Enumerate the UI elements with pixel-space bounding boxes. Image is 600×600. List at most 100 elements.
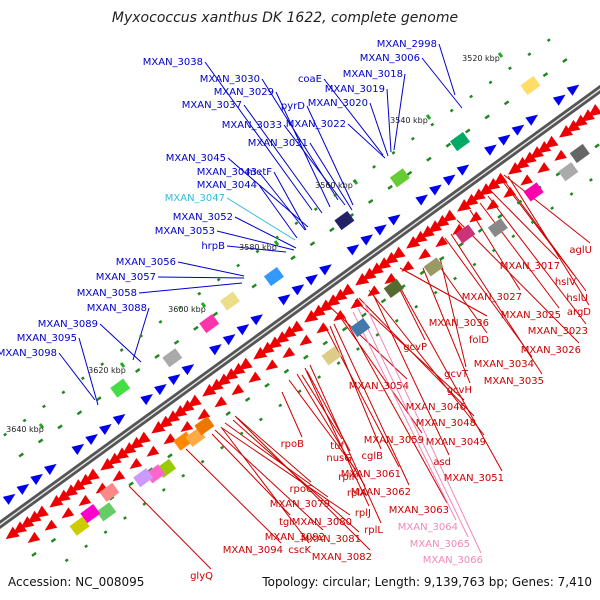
reverse-gene <box>311 304 326 318</box>
reverse-gene <box>413 230 428 244</box>
gc-mark <box>372 165 376 169</box>
gc-mark <box>546 38 551 43</box>
gc-mark <box>128 481 134 487</box>
reverse-gene <box>5 526 20 540</box>
feature-block <box>455 224 476 244</box>
forward-gene <box>236 324 250 336</box>
forward-gene-label: coaE <box>298 74 322 85</box>
reverse-gene <box>146 445 160 457</box>
reverse-gene-label: MXAN_3061 <box>341 469 401 480</box>
reverse-gene-label: rplA <box>347 488 367 499</box>
reverse-gene <box>129 457 143 470</box>
forward-gene-label: MXAN_3053 <box>155 226 215 237</box>
label-connector <box>204 61 313 211</box>
gc-mark <box>477 227 484 233</box>
reverse-gene <box>522 151 537 165</box>
gc-mark <box>200 459 205 464</box>
reverse-gene <box>129 436 144 450</box>
reverse-gene-label: MXAN_3094 <box>223 545 283 556</box>
reverse-gene-label: hslU <box>566 293 588 304</box>
reverse-gene-label: MXAN_3017 <box>500 261 560 272</box>
label-connector <box>507 175 590 306</box>
gc-mark <box>322 340 329 346</box>
reverse-gene <box>275 331 290 344</box>
feature-block <box>423 257 444 277</box>
reverse-gene-label: rpoB <box>281 439 305 450</box>
label-connector <box>157 276 245 279</box>
feature-block <box>321 346 342 366</box>
tick-label: 3580 kbp <box>239 243 277 252</box>
reverse-gene <box>362 267 377 281</box>
gc-mark <box>356 347 360 351</box>
gc-mark <box>352 179 357 183</box>
gc-mark <box>119 348 124 352</box>
gc-mark <box>341 326 348 332</box>
gc-mark <box>361 312 367 318</box>
gc-mark <box>550 206 555 210</box>
reverse-gene-label: MXAN_3082 <box>312 552 372 563</box>
reverse-gene <box>27 510 42 524</box>
reverse-gene-label: MXAN_3034 <box>474 359 534 370</box>
gc-mark <box>239 431 244 436</box>
forward-gene-label: MXAN_3098 <box>0 348 57 359</box>
label-connector <box>234 415 312 483</box>
label-connector <box>185 448 282 544</box>
tick-label: 3600 kbp <box>168 305 206 314</box>
gc-mark <box>530 220 535 225</box>
forward-gene <box>44 463 57 475</box>
forward-gene <box>456 164 470 176</box>
forward-gene <box>30 473 43 485</box>
reverse-gene <box>267 336 282 349</box>
reverse-gene-label: MXAN_3080 <box>292 517 352 528</box>
reverse-gene <box>503 186 516 198</box>
reverse-gene <box>49 494 64 508</box>
label-connector <box>372 293 450 456</box>
gc-mark <box>177 305 182 310</box>
tick-label: 3520 kbp <box>462 54 500 63</box>
gc-mark <box>22 418 27 423</box>
label-connector <box>132 307 150 361</box>
gc-mark <box>569 192 574 196</box>
reverse-gene <box>515 156 530 170</box>
reverse-gene-label: nusG <box>326 453 352 464</box>
reverse-gene <box>401 260 415 272</box>
reverse-gene <box>469 211 482 223</box>
reverse-gene <box>27 531 41 543</box>
label-connector <box>450 233 543 375</box>
reverse-gene <box>442 209 457 223</box>
reverse-gene <box>63 484 78 497</box>
reverse-gene <box>493 172 508 186</box>
reverse-gene <box>318 299 333 312</box>
gc-mark <box>61 390 66 395</box>
reverse-gene-label: MXAN_3081 <box>301 534 361 545</box>
reverse-gene-label: rplK <box>338 472 358 483</box>
forward-gene <box>291 284 305 296</box>
tick-mark <box>38 423 45 429</box>
label-connector <box>306 105 354 206</box>
reverse-gene-label: glyQ <box>190 571 213 582</box>
forward-gene-label: MXAN_3045 <box>166 153 226 164</box>
forward-gene-label: MXAN_3033 <box>222 120 282 131</box>
feature-block <box>334 210 355 231</box>
forward-gene <box>525 114 539 126</box>
gc-mark <box>297 389 302 394</box>
reverse-gene <box>289 320 304 334</box>
label-connector <box>368 289 485 436</box>
reverse-gene <box>151 421 166 434</box>
label-connector <box>456 219 580 344</box>
reverse-gene-label: MXAN_3049 <box>426 437 486 448</box>
feature-block <box>219 291 240 311</box>
gc-mark <box>80 376 85 381</box>
forward-gene-label: MXAN_3022 <box>286 119 346 130</box>
label-connector <box>329 325 382 450</box>
forward-gene <box>71 443 85 456</box>
reverse-gene-label: tgl <box>279 517 292 528</box>
reverse-gene <box>282 325 297 339</box>
gc-mark <box>103 530 108 535</box>
reverse-gene <box>238 357 253 371</box>
gc-mark <box>410 136 415 141</box>
reverse-gene <box>377 257 392 270</box>
tick-label: 3540 kbp <box>390 116 428 125</box>
label-connector <box>393 73 406 151</box>
